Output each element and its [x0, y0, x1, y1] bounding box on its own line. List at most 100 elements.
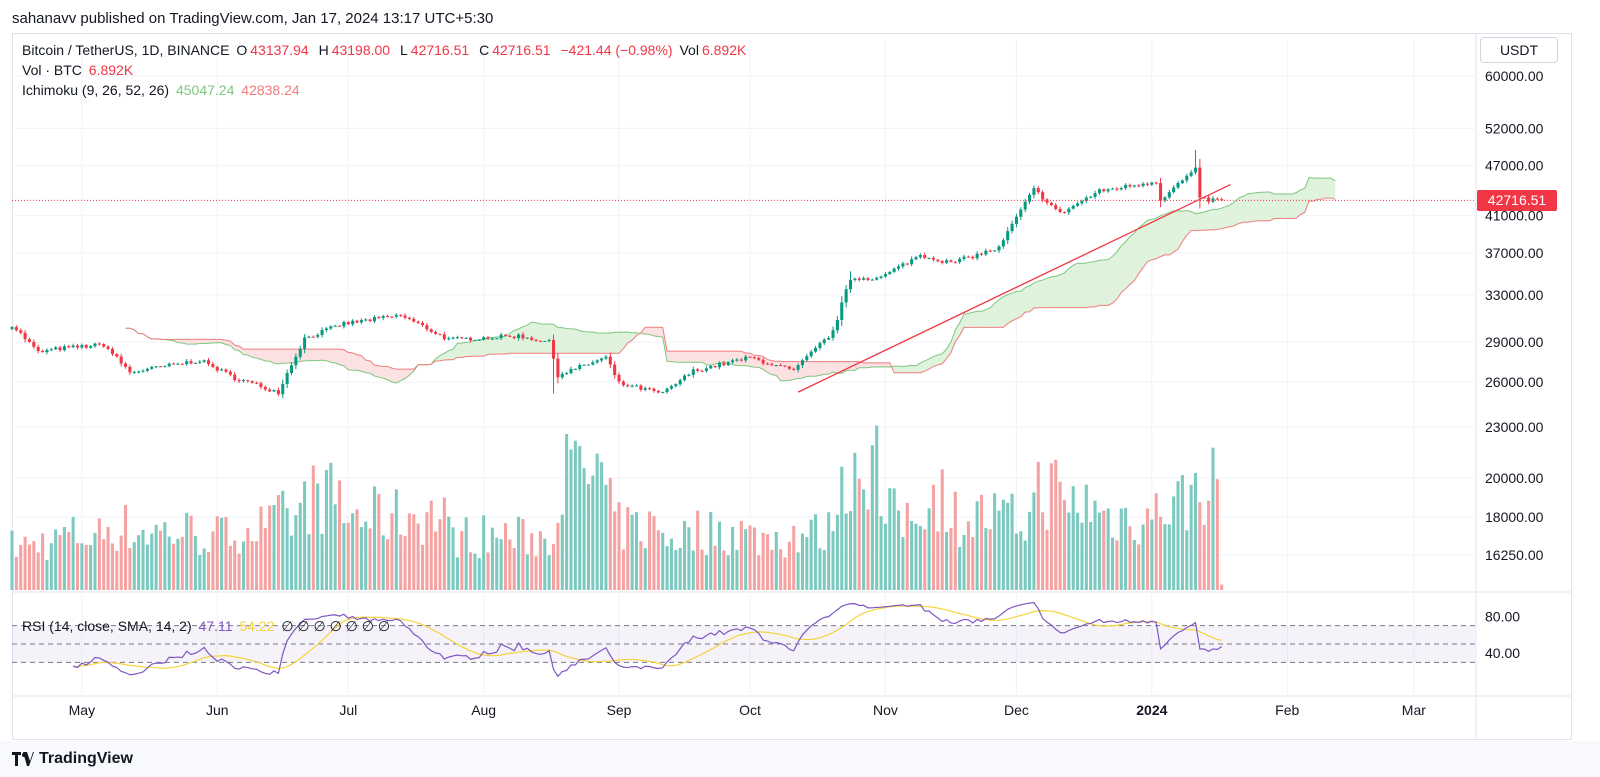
ichimoku-cloud-segment: [1138, 224, 1144, 274]
ichimoku-cloud-segment: [1195, 213, 1200, 231]
ichimoku-cloud-segment: [1016, 291, 1021, 319]
candle-body: [814, 347, 818, 352]
candle-body: [1154, 182, 1158, 184]
candle-body: [438, 333, 442, 335]
candle-body: [879, 276, 883, 278]
ichimoku-cloud-segment: [1269, 191, 1275, 221]
ichimoku-cloud-segment: [1226, 204, 1231, 228]
ichimoku-cloud-segment: [1295, 190, 1301, 219]
candle-body: [586, 364, 590, 366]
volume-bar: [709, 511, 713, 590]
volume-bar: [106, 526, 110, 590]
chart-overlay: [12, 183, 1475, 393]
volume-bar: [115, 550, 119, 590]
candle-body: [276, 390, 280, 395]
volume-bar: [761, 532, 765, 590]
ichimoku-cloud-segment: [474, 339, 480, 357]
price-tick-label: 20000.00: [1485, 470, 1544, 486]
candle-body: [661, 391, 665, 393]
candle-body: [377, 317, 381, 319]
candle-body: [1110, 188, 1115, 190]
volume-bar: [185, 512, 189, 590]
chart-pane[interactable]: [12, 33, 1572, 740]
candle-body: [447, 338, 451, 340]
volume-bar: [1137, 544, 1141, 590]
candle-body: [827, 337, 831, 340]
tradingview-logo[interactable]: TradingView: [12, 750, 133, 768]
candle-body: [918, 254, 922, 258]
candle-body: [626, 385, 630, 387]
ichimoku-cloud-segment: [330, 349, 336, 363]
candle-body: [89, 346, 93, 348]
ichimoku-cloud-segment: [352, 352, 358, 371]
rsi-tick-label: 80.00: [1485, 608, 1520, 624]
volume-bar: [643, 548, 647, 590]
candle-body: [787, 366, 791, 369]
volume-bar: [1049, 463, 1053, 590]
ichimoku-cloud-segment: [697, 351, 703, 363]
ichimoku-cloud-segment: [645, 327, 650, 335]
candle-body: [23, 332, 27, 340]
volume-bar: [621, 549, 625, 590]
ichimoku-cloud-segment: [1047, 276, 1052, 308]
volume-bar: [1058, 481, 1062, 590]
candle-body: [1128, 184, 1132, 187]
candle-body: [678, 380, 682, 385]
volume-bar: [1167, 524, 1171, 590]
candle-body: [822, 339, 826, 344]
volume-bar: [14, 556, 18, 590]
volume-bar: [49, 543, 53, 590]
volume-bar: [1119, 508, 1123, 590]
volume-bar: [355, 509, 359, 590]
candle-body: [115, 354, 119, 357]
candle-body: [630, 385, 634, 387]
volume-bar: [626, 507, 630, 590]
volume-bar: [307, 534, 311, 590]
ichimoku-cloud-segment: [570, 328, 576, 354]
candle-body: [1115, 188, 1119, 190]
candle-body: [726, 362, 730, 366]
ichimoku-cloud-segment: [619, 332, 624, 354]
candle-body: [560, 373, 564, 378]
candle-body: [442, 334, 446, 340]
ichimoku-cloud-segment: [754, 355, 759, 368]
volume-bar: [578, 445, 582, 590]
candle-body: [167, 363, 171, 367]
volume-bar: [1180, 475, 1184, 590]
ichimoku-cloud-segment: [1261, 192, 1266, 221]
ichimoku-cloud-segment: [1029, 283, 1034, 312]
volume-bar: [338, 480, 342, 590]
candle-body: [1062, 212, 1067, 214]
candle-body: [1106, 189, 1110, 192]
ichimoku-cloud-segment: [1081, 263, 1087, 308]
volume-bar: [848, 511, 853, 590]
currency-button[interactable]: USDT: [1480, 37, 1558, 63]
candle-body: [735, 359, 739, 361]
candle-body: [372, 317, 377, 322]
volume-bar: [1089, 522, 1093, 590]
ichimoku-cloud-segment: [1309, 177, 1314, 202]
ichimoku-cloud-segment: [1178, 210, 1183, 250]
candle-body: [420, 322, 425, 326]
candle-body: [700, 370, 704, 372]
volume-bar: [814, 514, 818, 590]
ichimoku-cloud-segment: [1199, 212, 1205, 231]
candle-body: [469, 337, 473, 341]
ichimoku-cloud-segment: [1086, 261, 1091, 308]
volume-bar: [45, 559, 49, 590]
volume-bar: [595, 453, 599, 590]
volume-bar: [530, 533, 534, 590]
candle-body: [250, 381, 254, 383]
price-tick-label: 33000.00: [1485, 287, 1544, 303]
volume-bar: [796, 552, 800, 590]
candle-body: [927, 257, 931, 259]
candle-body: [809, 351, 813, 357]
candle-body: [923, 254, 927, 258]
ichimoku-cloud-segment: [239, 346, 244, 355]
volume-bar: [652, 516, 656, 590]
candle-body: [1054, 205, 1058, 209]
axes: 60000.00 52000.00 47000.00 41000.00 37000.00…: [69, 68, 1544, 718]
volume-bar: [403, 535, 407, 590]
candle-body: [503, 334, 508, 336]
